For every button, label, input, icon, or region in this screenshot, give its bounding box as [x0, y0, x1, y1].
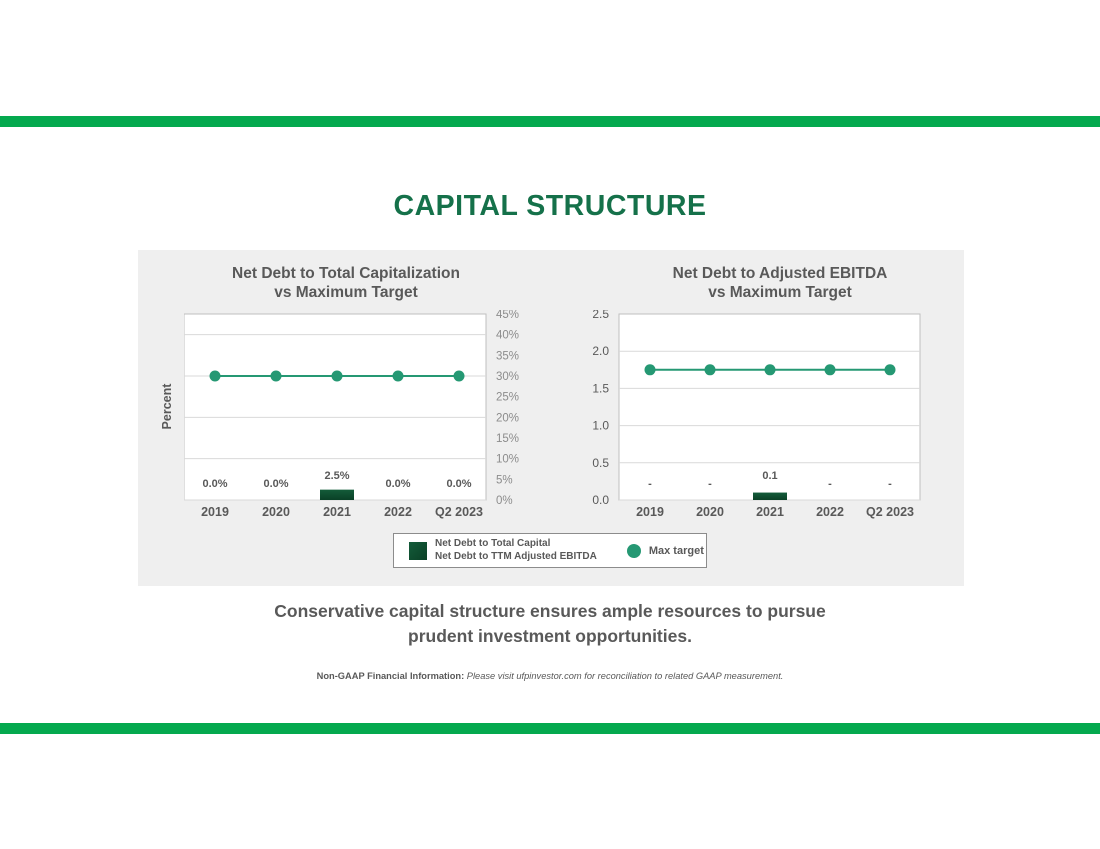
svg-text:2.0: 2.0 [592, 344, 609, 358]
svg-text:2019: 2019 [636, 505, 664, 519]
svg-text:0.0%: 0.0% [202, 478, 227, 490]
svg-text:35%: 35% [496, 350, 519, 362]
svg-text:0.1: 0.1 [762, 470, 777, 482]
svg-text:0.0%: 0.0% [385, 478, 410, 490]
svg-text:2022: 2022 [816, 505, 844, 519]
svg-text:10%: 10% [496, 454, 519, 466]
svg-text:-: - [888, 478, 892, 490]
svg-text:2019: 2019 [201, 505, 229, 519]
svg-text:40%: 40% [496, 330, 519, 342]
svg-text:Q2 2023: Q2 2023 [866, 505, 914, 519]
svg-text:0%: 0% [496, 495, 513, 507]
svg-text:-: - [648, 478, 652, 490]
svg-text:2022: 2022 [384, 505, 412, 519]
svg-text:0.0%: 0.0% [446, 478, 471, 490]
svg-text:25%: 25% [496, 392, 519, 404]
svg-text:0.0%: 0.0% [263, 478, 288, 490]
svg-text:2021: 2021 [323, 505, 351, 519]
svg-text:1.0: 1.0 [592, 419, 609, 433]
svg-text:2.5: 2.5 [592, 310, 609, 321]
svg-text:0.5: 0.5 [592, 456, 609, 470]
svg-text:30%: 30% [496, 371, 519, 383]
svg-text:2020: 2020 [262, 505, 290, 519]
svg-text:2021: 2021 [756, 505, 784, 519]
svg-text:2020: 2020 [696, 505, 724, 519]
svg-text:45%: 45% [496, 310, 519, 321]
svg-text:5%: 5% [496, 474, 513, 486]
svg-text:Q2 2023: Q2 2023 [435, 505, 483, 519]
svg-text:1.5: 1.5 [592, 381, 609, 395]
svg-text:2.5%: 2.5% [324, 470, 349, 482]
svg-text:-: - [708, 478, 712, 490]
svg-text:0.0: 0.0 [592, 493, 609, 507]
svg-text:20%: 20% [496, 412, 519, 424]
svg-text:15%: 15% [496, 433, 519, 445]
svg-text:-: - [828, 478, 832, 490]
